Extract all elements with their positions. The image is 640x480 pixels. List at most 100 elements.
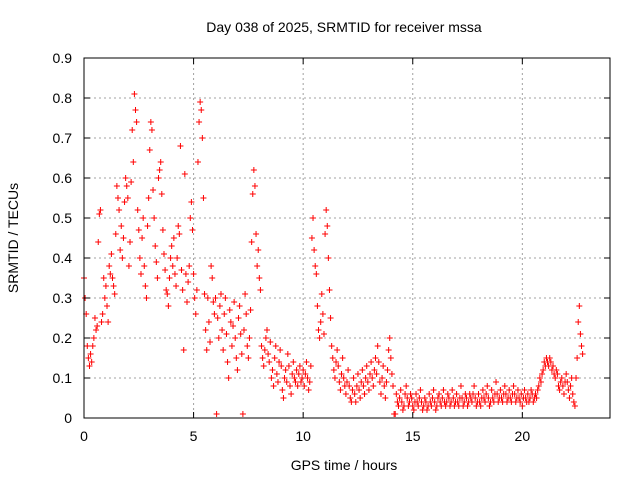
data-point — [511, 391, 518, 397]
data-point — [170, 235, 177, 241]
data-point — [530, 399, 537, 405]
data-point — [315, 327, 322, 333]
data-point — [350, 375, 357, 381]
data-point — [507, 395, 514, 401]
data-point — [376, 379, 383, 385]
data-point — [104, 303, 111, 309]
data-point — [576, 303, 583, 309]
data-point — [502, 391, 509, 397]
data-point — [539, 371, 546, 377]
data-point — [571, 403, 578, 409]
data-point — [556, 387, 563, 393]
data-point — [528, 387, 535, 393]
data-point — [96, 211, 103, 217]
data-point — [160, 251, 167, 257]
data-point — [429, 395, 436, 401]
data-point — [399, 407, 406, 413]
data-point — [268, 375, 275, 381]
data-point — [85, 355, 92, 361]
data-point — [247, 307, 254, 313]
data-point — [374, 343, 381, 349]
data-point — [392, 411, 399, 417]
data-point — [338, 371, 345, 377]
data-point — [231, 299, 238, 305]
data-point — [335, 363, 342, 369]
data-point — [159, 227, 166, 233]
data-point — [382, 395, 389, 401]
x-tick-label: 20 — [515, 428, 531, 444]
data-point — [192, 311, 199, 317]
data-point — [554, 371, 561, 377]
data-point — [336, 379, 343, 385]
data-point — [564, 379, 571, 385]
data-point — [166, 275, 173, 281]
data-point — [127, 239, 134, 245]
data-point — [471, 383, 478, 389]
data-point — [146, 147, 153, 153]
data-point — [220, 347, 227, 353]
data-point — [432, 407, 439, 413]
data-point — [575, 319, 582, 325]
data-point — [375, 359, 382, 365]
data-point — [196, 119, 203, 125]
data-point — [178, 267, 185, 273]
chart-title: Day 038 of 2025, SRMTID for receiver mss… — [206, 19, 482, 35]
data-point — [489, 395, 496, 401]
y-tick-label: 0.8 — [53, 90, 73, 106]
data-point — [240, 327, 247, 333]
data-point — [339, 355, 346, 361]
data-point — [181, 171, 188, 177]
data-point — [421, 395, 428, 401]
data-point — [281, 375, 288, 381]
data-point — [221, 311, 228, 317]
data-point — [280, 395, 287, 401]
data-point — [259, 355, 266, 361]
y-tick-label: 0.5 — [53, 210, 73, 226]
data-point — [410, 407, 417, 413]
data-point — [413, 391, 420, 397]
data-point — [142, 283, 149, 289]
data-point — [566, 395, 573, 401]
data-point — [132, 107, 139, 113]
data-point — [199, 135, 206, 141]
data-point — [187, 215, 194, 221]
data-point — [88, 359, 95, 365]
data-point — [370, 383, 377, 389]
data-point — [470, 391, 477, 397]
data-point — [287, 383, 294, 389]
data-point — [97, 207, 104, 213]
data-point — [202, 327, 209, 333]
data-point — [408, 395, 415, 401]
data-point — [569, 391, 576, 397]
data-point — [258, 343, 265, 349]
data-point — [152, 243, 159, 249]
data-point — [521, 387, 528, 393]
x-tick-label: 5 — [190, 428, 198, 444]
data-point — [426, 391, 433, 397]
data-point — [271, 355, 278, 361]
data-point — [267, 339, 274, 345]
data-point — [303, 359, 310, 365]
data-point — [204, 295, 211, 301]
data-point — [317, 319, 324, 325]
data-point — [311, 247, 318, 253]
data-point — [228, 343, 235, 349]
data-point — [501, 383, 508, 389]
data-point — [87, 351, 94, 357]
data-point — [194, 159, 201, 165]
data-point — [225, 375, 232, 381]
data-point — [198, 107, 205, 113]
data-point — [407, 391, 414, 397]
data-point — [302, 371, 309, 377]
data-point — [128, 179, 135, 185]
data-point — [151, 215, 158, 221]
data-point — [368, 359, 375, 365]
data-point — [579, 351, 586, 357]
data-point — [257, 287, 264, 293]
data-point — [256, 275, 263, 281]
data-point — [518, 391, 525, 397]
y-tick-label: 0.1 — [53, 370, 73, 386]
data-point — [377, 391, 384, 397]
data-point — [90, 335, 97, 341]
